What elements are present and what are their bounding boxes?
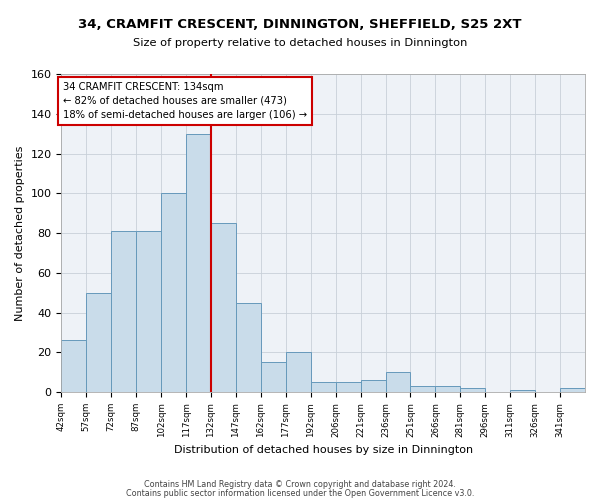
Bar [111,231,136,392]
Bar [460,388,485,392]
Y-axis label: Number of detached properties: Number of detached properties [15,146,25,320]
Text: 34 CRAMFIT CRESCENT: 134sqm
← 82% of detached houses are smaller (473)
18% of se: 34 CRAMFIT CRESCENT: 134sqm ← 82% of det… [63,82,307,120]
Bar [161,194,186,392]
Bar [436,386,460,392]
Text: Size of property relative to detached houses in Dinnington: Size of property relative to detached ho… [133,38,467,48]
Bar [386,372,410,392]
Bar [311,382,335,392]
Bar [86,292,111,392]
Bar [236,302,261,392]
Bar [136,231,161,392]
Bar [510,390,535,392]
X-axis label: Distribution of detached houses by size in Dinnington: Distribution of detached houses by size … [173,445,473,455]
Bar [560,388,585,392]
Bar [286,352,311,392]
Bar [361,380,386,392]
Text: Contains HM Land Registry data © Crown copyright and database right 2024.: Contains HM Land Registry data © Crown c… [144,480,456,489]
Text: Contains public sector information licensed under the Open Government Licence v3: Contains public sector information licen… [126,488,474,498]
Bar [186,134,211,392]
Text: 34, CRAMFIT CRESCENT, DINNINGTON, SHEFFIELD, S25 2XT: 34, CRAMFIT CRESCENT, DINNINGTON, SHEFFI… [78,18,522,30]
Bar [261,362,286,392]
Bar [335,382,361,392]
Bar [211,223,236,392]
Bar [410,386,436,392]
Bar [61,340,86,392]
